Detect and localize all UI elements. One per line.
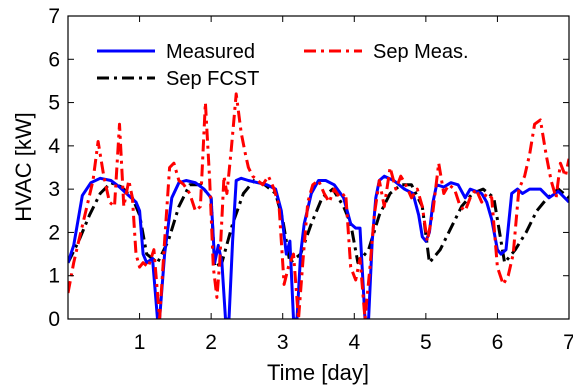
series-line-measured	[68, 174, 569, 319]
series-layer	[68, 92, 569, 319]
x-tick-label: 3	[277, 331, 289, 354]
x-tick-label: 4	[348, 331, 360, 354]
y-axis-title: HVAC [kW]	[11, 112, 36, 222]
y-tick-label: 0	[48, 308, 60, 331]
series-line-sep-meas	[68, 92, 569, 319]
y-tick-label: 4	[48, 135, 60, 158]
y-tick-label: 1	[48, 265, 60, 288]
x-axis-title: Time [day]	[267, 360, 369, 385]
legend-label-measured: Measured	[166, 41, 255, 63]
axes-layer: 0 1 2 3 4 5 6 7 1 2 3 4 5 6 7	[48, 5, 573, 354]
x-tick-label: 5	[420, 331, 432, 354]
y-tick-label: 5	[48, 92, 60, 115]
y-tick-label: 7	[48, 5, 60, 28]
x-tick-label: 1	[134, 331, 146, 354]
series-line-sep-fcst	[68, 179, 569, 269]
plot-frame	[67, 15, 570, 320]
y-tick-label: 6	[48, 48, 60, 71]
y-tick-label: 3	[48, 178, 60, 201]
x-tick-label: 7	[563, 331, 573, 354]
legend-label-sep-fcst: Sep FCST	[166, 68, 259, 90]
x-tick-label: 2	[205, 331, 217, 354]
legend: Measured Sep Meas. Sep FCST	[97, 41, 469, 90]
legend-label-sep-meas: Sep Meas.	[373, 41, 469, 63]
x-tick-label: 6	[492, 331, 504, 354]
y-tick-label: 2	[48, 221, 60, 244]
